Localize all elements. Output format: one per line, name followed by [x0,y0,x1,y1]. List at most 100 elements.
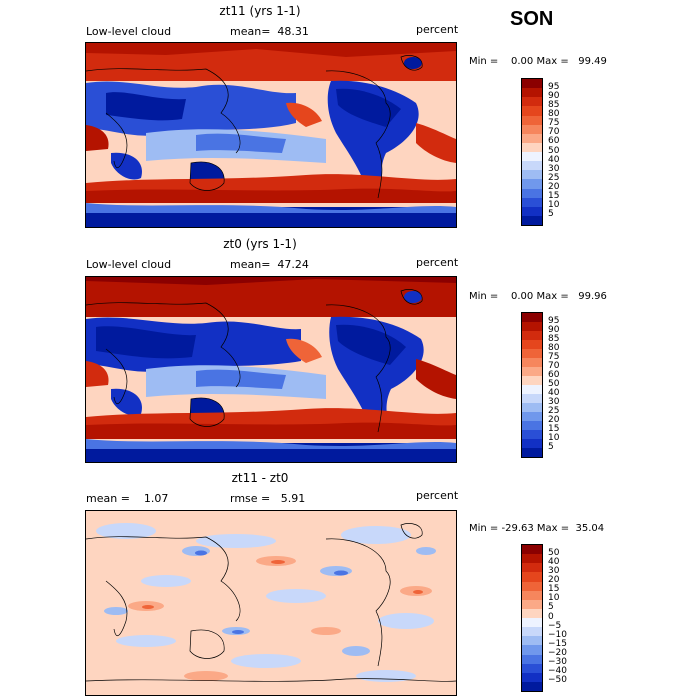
colorbar-swatch [522,313,542,322]
panel-2-colorbar-labels: 95 90 85 80 75 70 60 50 40 30 25 20 15 10 5 [548,312,578,458]
colorbar-swatch [522,448,542,457]
colorbar-swatch [522,358,542,367]
colorbar-tick-label: 40 [548,556,560,567]
colorbar-swatch [522,581,542,591]
colorbar-swatch [522,394,542,403]
colorbar-tick-label: 25 [548,172,560,183]
colorbar-tick-label: 75 [548,351,560,362]
colorbar-swatch [522,412,542,421]
colorbar-swatch [522,197,542,207]
colorbar-swatch [522,430,542,439]
colorbar-swatch [522,188,542,198]
colorbar-swatch [522,554,542,564]
panel-1-units: percent [416,23,459,36]
colorbar-tick-label: −5 [548,620,562,631]
colorbar-swatch [522,124,542,134]
colorbar-swatch [522,636,542,646]
colorbar-swatch [522,97,542,107]
colorbar-swatch [522,385,542,394]
colorbar-swatch [522,215,542,225]
colorbar-tick-label: 10 [548,200,560,211]
panel-1-colorbar [521,78,543,226]
colorbar-tick-label: −10 [548,629,567,640]
panel-3-units: percent [416,489,459,502]
colorbar-tick-label: 25 [548,405,560,416]
colorbar-tick-label: 95 [548,81,560,92]
colorbar-tick-label: 70 [548,360,560,371]
panel-1-map [85,42,457,228]
colorbar-tick-label: 40 [548,387,560,398]
panel-3-title: zt11 - zt0 [231,471,289,485]
colorbar-swatch [522,161,542,171]
colorbar-tick-label: 20 [548,414,560,425]
colorbar-tick-label: 5 [548,602,554,613]
colorbar-tick-label: 15 [548,191,560,202]
colorbar-tick-label: −50 [548,675,567,686]
colorbar-swatch [522,179,542,189]
panel-1-colorbar-labels: 95 90 85 80 75 70 60 50 40 30 25 20 15 10 5 [548,78,578,226]
colorbar-swatch [522,627,542,637]
colorbar-tick-label: 90 [548,90,560,101]
colorbar-tick-label: 60 [548,136,560,147]
panel-3-map [85,510,457,696]
colorbar-swatch [522,599,542,609]
colorbar-tick-label: −40 [548,666,567,677]
colorbar-tick-label: 0 [548,611,554,622]
panel-2-minmax: Min = 0.00 Max = 99.96 [469,291,607,302]
colorbar-swatch [522,590,542,600]
panel-3-minmax: Min = -29.63 Max = 35.04 [469,523,605,534]
colorbar-tick-label: 60 [548,369,560,380]
colorbar-swatch [522,545,542,555]
colorbar-tick-label: 85 [548,99,560,110]
colorbar-swatch [522,349,542,358]
colorbar-swatch [522,403,542,412]
colorbar-swatch [522,340,542,349]
colorbar-tick-label: 95 [548,315,560,326]
colorbar-swatch [522,322,542,331]
colorbar-tick-label: 5 [548,209,554,220]
colorbar-tick-label: 20 [548,182,560,192]
colorbar-swatch [522,563,542,573]
colorbar-swatch [522,79,542,89]
colorbar-swatch [522,572,542,582]
colorbar-swatch [522,152,542,162]
colorbar-swatch [522,645,542,655]
colorbar-swatch [522,367,542,376]
panel-1-title: zt11 (yrs 1-1) [219,4,301,18]
colorbar-tick-label: 40 [548,154,560,165]
colorbar-tick-label: 30 [548,396,560,407]
colorbar-swatch [522,331,542,340]
panel-2-units: percent [416,256,459,269]
colorbar-swatch [522,115,542,125]
panel-2-variable: Low-level cloud [86,258,172,271]
colorbar-tick-label: 10 [548,593,560,604]
colorbar-tick-label: 50 [548,378,560,389]
colorbar-tick-label: 75 [548,118,560,129]
colorbar-swatch [522,421,542,430]
panel-3-rmse: rmse = 5.91 [230,492,306,505]
colorbar-tick-label: −20 [548,648,567,658]
panel-2-map [85,276,457,463]
colorbar-tick-label: 30 [548,565,560,576]
colorbar-tick-label: 90 [548,324,560,335]
colorbar-swatch [522,88,542,98]
colorbar-tick-label: 50 [548,547,560,558]
colorbar-swatch [522,142,542,152]
colorbar-tick-label: −15 [548,638,567,649]
colorbar-swatch [522,439,542,448]
colorbar-swatch [522,206,542,216]
panel-1-mean: mean= 48.31 [230,25,309,38]
colorbar-tick-label: 20 [548,575,560,585]
panel-3-colorbar-labels: 50 40 30 20 15 10 5 0 −5 −10 −15 −20 −30 −40 −50 [548,544,582,692]
colorbar-tick-label: 85 [548,333,560,344]
panel-3-colorbar [521,544,543,692]
season-label: SON [510,8,554,30]
panel-2-mean: mean= 47.24 [230,258,309,271]
colorbar-tick-label: 5 [548,441,554,452]
panel-3-mean: mean = 1.07 [86,492,169,505]
colorbar-swatch [522,608,542,618]
colorbar-swatch [522,133,542,143]
colorbar-swatch [522,376,542,385]
colorbar-tick-label: 80 [548,109,560,119]
colorbar-tick-label: −30 [548,657,567,668]
